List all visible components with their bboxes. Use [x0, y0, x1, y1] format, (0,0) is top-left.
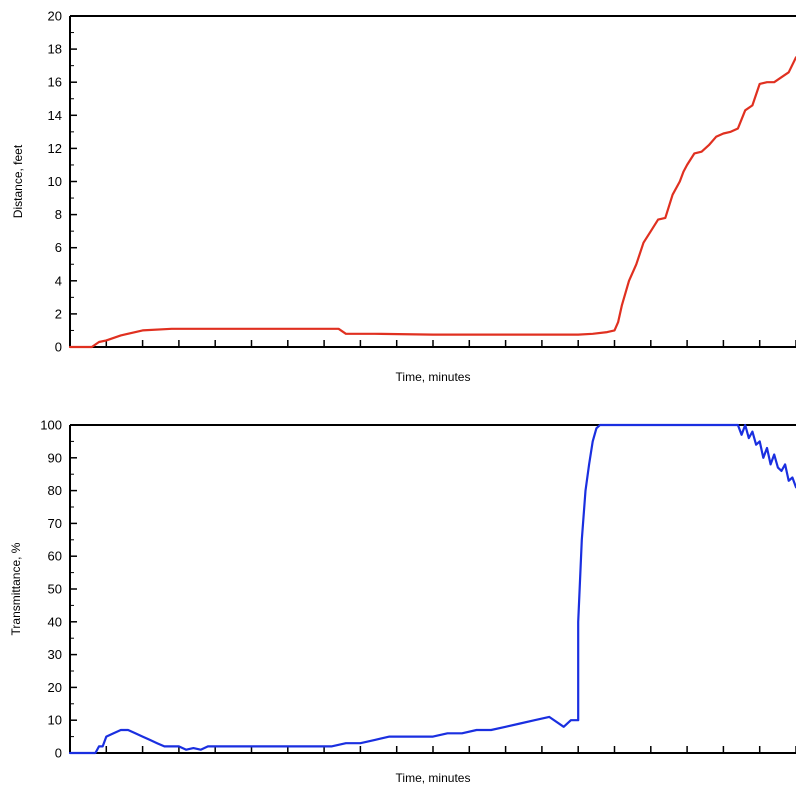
transmittance-y-tick-label: 100	[40, 418, 62, 433]
transmittance-y-tick-label: 70	[48, 516, 62, 531]
distance-x-axis-label: Time, minutes	[396, 370, 471, 384]
distance-y-tick-label: 6	[55, 240, 62, 255]
distance-y-tick-label: 12	[48, 141, 62, 156]
distance-y-tick-label: 4	[55, 273, 62, 288]
transmittance-y-tick-label: 80	[48, 483, 62, 498]
transmittance-y-tick-label: 50	[48, 582, 62, 597]
transmittance-chart: 0 10 20 30 40 50 60 70 80 90 100 Time, minutes Trans…	[9, 418, 796, 785]
distance-series-line	[68, 56, 796, 349]
transmittance-y-tick-label: 60	[48, 549, 62, 564]
distance-y-tick-label: 18	[48, 42, 62, 57]
transmittance-y-tick-label: 90	[48, 450, 62, 465]
distance-y-tick-label: 2	[55, 306, 62, 321]
transmittance-y-tick-label: 0	[55, 746, 62, 761]
distance-y-tick-label: 10	[48, 174, 62, 189]
distance-y-tick-label: 8	[55, 207, 62, 222]
distance-y-tick-label: 20	[48, 9, 62, 24]
distance-y-axis-label: Distance, feet	[11, 144, 25, 218]
transmittance-series-line	[68, 423, 796, 755]
transmittance-y-axis-label: Transmittance, %	[9, 542, 23, 635]
distance-chart: 0 2 4 6 8 10 12 14 16 18 20 Time, minutes Distance, …	[11, 9, 796, 384]
distance-y-tick-label: 14	[48, 108, 62, 123]
transmittance-y-tick-label: 10	[48, 713, 62, 728]
transmittance-y-tick-label: 40	[48, 614, 62, 629]
distance-y-tick-label: 0	[55, 340, 62, 355]
transmittance-x-axis-label: Time, minutes	[396, 771, 471, 785]
transmittance-y-tick-label: 20	[48, 680, 62, 695]
transmittance-y-tick-label: 30	[48, 647, 62, 662]
distance-y-tick-label: 16	[48, 75, 62, 90]
